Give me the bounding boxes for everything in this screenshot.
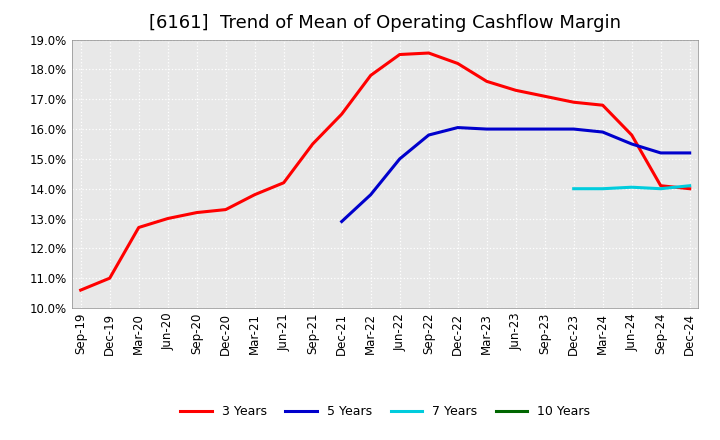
3 Years [511,88,520,93]
3 Years [251,192,259,197]
5 Years [657,150,665,156]
5 Years [627,141,636,147]
7 Years [685,183,694,188]
5 Years [454,125,462,130]
3 Years [135,225,143,230]
3 Years [570,99,578,105]
5 Years [685,150,694,156]
5 Years [570,126,578,132]
3 Years [163,216,172,221]
Legend: 3 Years, 5 Years, 7 Years, 10 Years: 3 Years, 5 Years, 7 Years, 10 Years [176,400,595,423]
3 Years [685,186,694,191]
5 Years [511,126,520,132]
5 Years [338,219,346,224]
5 Years [482,126,491,132]
3 Years [192,210,201,215]
3 Years [598,103,607,108]
3 Years [627,132,636,138]
5 Years [598,129,607,135]
7 Years [657,186,665,191]
3 Years [482,79,491,84]
3 Years [221,207,230,212]
3 Years [308,141,317,147]
3 Years [76,287,85,293]
3 Years [338,111,346,117]
7 Years [570,186,578,191]
3 Years [366,73,375,78]
5 Years [424,132,433,138]
3 Years [395,52,404,57]
3 Years [454,61,462,66]
Title: [6161]  Trend of Mean of Operating Cashflow Margin: [6161] Trend of Mean of Operating Cashfl… [149,15,621,33]
Line: 3 Years: 3 Years [81,53,690,290]
7 Years [598,186,607,191]
5 Years [366,192,375,197]
5 Years [541,126,549,132]
3 Years [424,50,433,55]
5 Years [395,156,404,161]
7 Years [627,185,636,190]
3 Years [657,183,665,188]
3 Years [279,180,288,185]
3 Years [541,94,549,99]
3 Years [105,275,114,281]
Line: 5 Years: 5 Years [342,128,690,221]
Line: 7 Years: 7 Years [574,186,690,189]
